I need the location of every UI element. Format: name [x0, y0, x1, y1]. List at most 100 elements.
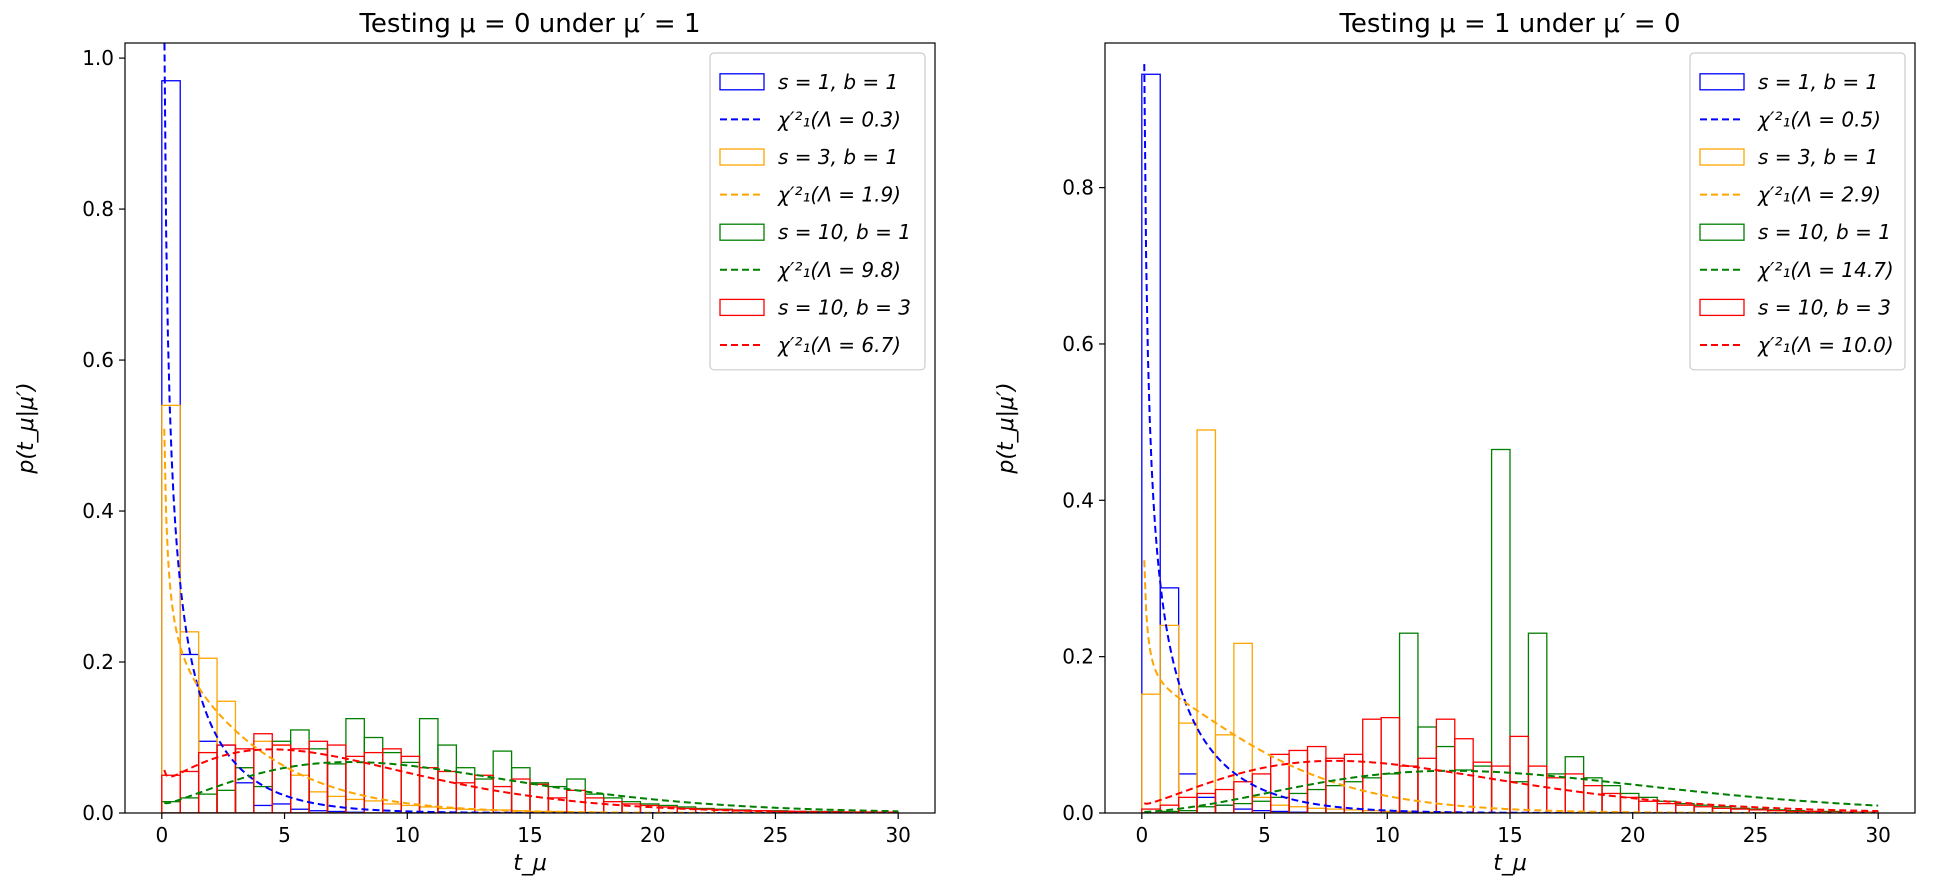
hist-bar: [1141, 693, 1161, 813]
x-tick-label: 10: [1375, 823, 1400, 847]
hist-bar: [197, 793, 218, 813]
legend-label: χ′²₁(Λ = 6.7): [777, 333, 901, 357]
hist-bar: [1417, 726, 1438, 813]
hist-bar: [510, 767, 531, 813]
x-tick-label: 25: [763, 823, 788, 847]
hist-bar: [1214, 804, 1235, 813]
hist-bar: [529, 783, 550, 813]
x-tick-label: 20: [1620, 823, 1645, 847]
hist-bar: [326, 795, 347, 813]
hist-bar: [234, 767, 255, 813]
hist-series-1: [1141, 73, 1309, 813]
hist-series-2: [1141, 429, 1456, 813]
hist-bar: [1343, 753, 1364, 813]
x-tick-label: 15: [517, 823, 542, 847]
hist-bar: [1546, 777, 1566, 813]
y-tick-label: 0.8: [82, 197, 114, 221]
legend-swatch-hist: [719, 148, 765, 166]
x-tick-label: 20: [640, 823, 665, 847]
y-tick-label: 0.4: [82, 499, 114, 523]
legend-label: s = 1, b = 1: [1758, 70, 1878, 94]
hist-bar: [1582, 784, 1603, 813]
hist-bar: [179, 797, 200, 813]
hist-bar: [345, 798, 365, 813]
hist-bar: [1472, 761, 1493, 813]
legend-label: s = 10, b = 3: [1758, 295, 1891, 319]
x-tick-label: 5: [278, 823, 291, 847]
hist-bar: [584, 797, 605, 813]
y-tick-label: 0.6: [1062, 332, 1094, 356]
hist-bar: [1380, 773, 1401, 813]
hist-bar: [566, 778, 586, 813]
hist-bar: [161, 774, 181, 813]
chart-title: Testing μ = 0 under μ′ = 1: [358, 9, 700, 39]
legend-label: s = 1, b = 1: [778, 70, 898, 94]
hist-bar: [1527, 765, 1548, 813]
hist-bar: [290, 748, 310, 813]
curve-4: [1144, 759, 1879, 813]
hist-bar: [1177, 722, 1198, 813]
hist-bar: [363, 751, 384, 813]
hist-bar: [1288, 792, 1309, 813]
legend-label: χ′²₁(Λ = 10.0): [1757, 333, 1894, 357]
legend: s = 1, b = 1 χ′²₁(Λ = 0.5) s = 3, b = 1 χ′²…: [1689, 52, 1906, 371]
hist-bar: [1288, 749, 1309, 813]
hist-bar: [1435, 718, 1456, 813]
hist-bar: [1398, 632, 1419, 813]
hist-bar: [1306, 807, 1327, 813]
x-axis-label: t_μ: [1493, 851, 1527, 876]
x-tick-label: 25: [1743, 823, 1768, 847]
legend-label: s = 10, b = 1: [1758, 220, 1891, 244]
y-tick-label: 0.6: [82, 348, 114, 372]
curve-2: [1143, 560, 1879, 813]
legend-label: s = 10, b = 1: [778, 220, 911, 244]
x-axis-label: t_μ: [513, 851, 547, 876]
hist-bar: [1196, 806, 1217, 813]
x-tick-label: 0: [1135, 823, 1148, 847]
hist-bar: [216, 700, 237, 813]
y-tick-label: 0.2: [82, 650, 114, 674]
y-tick-label: 0.8: [1062, 176, 1094, 200]
legend-frame: [709, 52, 926, 371]
hist-bar: [363, 736, 384, 813]
hist-series-1: [161, 80, 365, 813]
y-tick-label: 0.4: [1062, 488, 1094, 512]
panel-1: 0 5 10 15 20 25 30 0.0 0.2 0.4 0.6 0.8 1.0 Testing μ …: [14, 9, 936, 876]
hist-bar: [1546, 773, 1566, 813]
legend-swatch-hist: [719, 298, 765, 317]
y-tick-label: 0.0: [1062, 801, 1094, 825]
hist-bar: [363, 800, 384, 813]
legend-swatch-hist: [719, 223, 765, 241]
hist-bar: [271, 744, 292, 813]
hist-bar: [179, 653, 200, 813]
hist-bar: [1214, 804, 1235, 813]
hist-bar: [1398, 765, 1419, 813]
curve-3: [163, 761, 899, 813]
hist-bar: [1159, 587, 1180, 813]
x-tick-label: 10: [395, 823, 420, 847]
legend-label: s = 10, b = 3: [778, 295, 911, 319]
hist-bar: [271, 803, 292, 813]
hist-bar: [1509, 735, 1530, 813]
hist-bar: [326, 744, 347, 813]
hist-bar: [1233, 802, 1253, 813]
hist-bar: [234, 782, 255, 813]
legend-label: χ′²₁(Λ = 0.5): [1757, 107, 1881, 131]
hist-bar: [1159, 624, 1180, 813]
hist-bar: [161, 80, 181, 813]
hist-bar: [1490, 448, 1511, 813]
hist-bar: [1601, 784, 1622, 813]
hist-bar: [1527, 632, 1548, 813]
legend-label: χ′²₁(Λ = 14.7): [1757, 258, 1894, 282]
hist-bar: [179, 631, 200, 813]
curve-2: [163, 428, 899, 813]
hist-series-3: [1159, 448, 1879, 813]
hist-bar: [234, 748, 255, 813]
hist-bar: [1196, 429, 1217, 813]
hist-bar: [253, 804, 273, 813]
x-tick-label: 30: [885, 823, 910, 847]
curve-4: [163, 748, 899, 813]
legend-frame: [1689, 52, 1906, 371]
hist-bar: [418, 717, 439, 813]
hist-bar: [1638, 800, 1658, 813]
